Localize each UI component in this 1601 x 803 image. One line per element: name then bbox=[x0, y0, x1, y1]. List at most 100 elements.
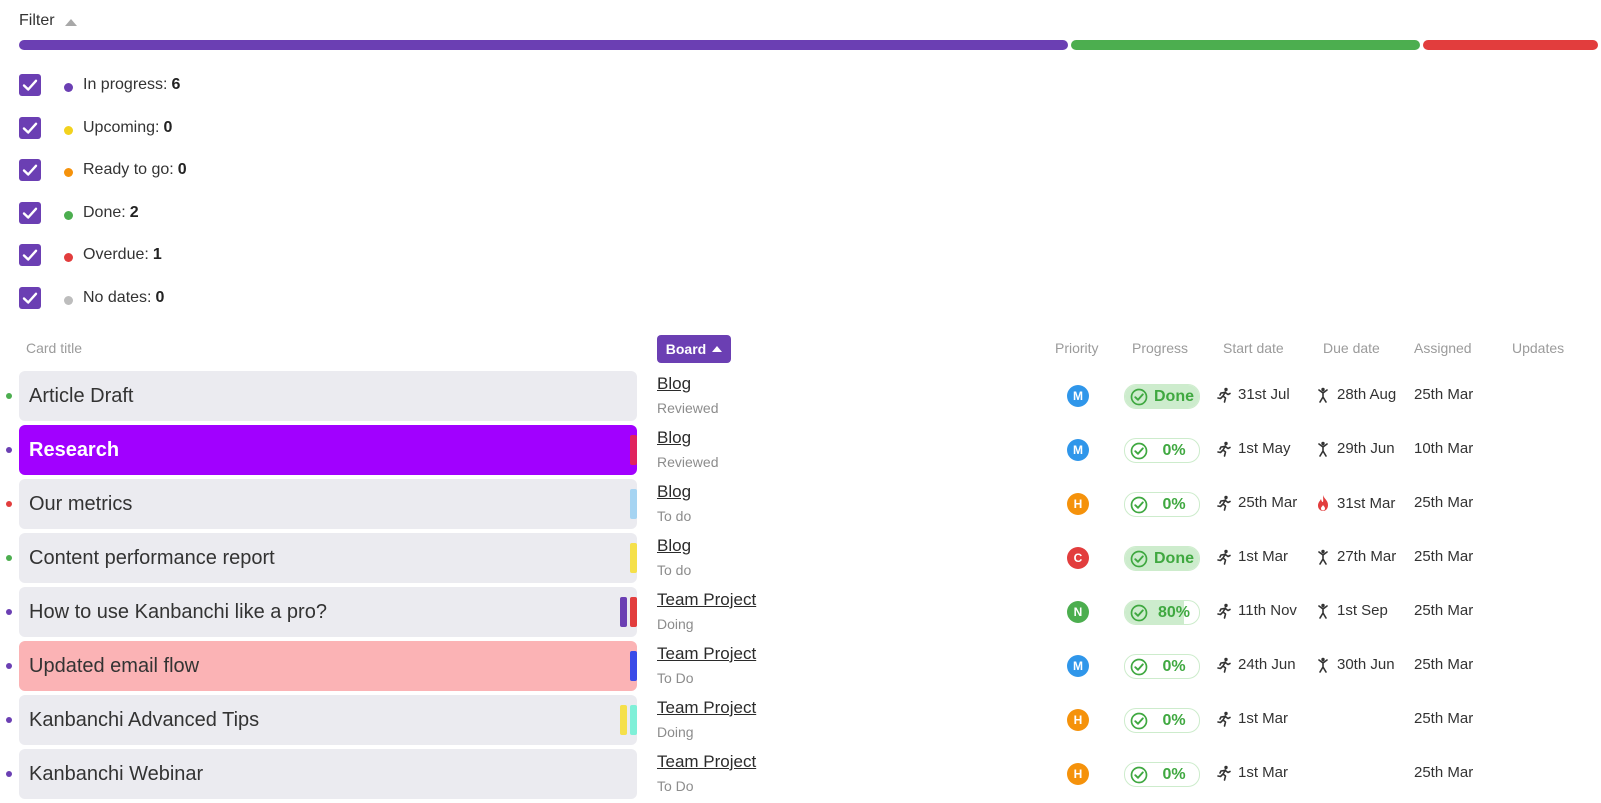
status-checkbox[interactable] bbox=[19, 116, 41, 139]
board-link[interactable]: Team Project bbox=[657, 752, 757, 771]
progress-value: Done bbox=[1154, 388, 1194, 405]
progress-pill[interactable]: 0% bbox=[1124, 762, 1200, 787]
card-title-cell[interactable]: Our metrics bbox=[19, 479, 637, 529]
table-row[interactable]: Research Blog Reviewed M 0% 1st May 29th Jun 10… bbox=[0, 423, 1601, 478]
header-assigned[interactable]: Assigned bbox=[1414, 340, 1472, 356]
header-progress[interactable]: Progress bbox=[1132, 340, 1189, 356]
start-date[interactable]: 1st Mar bbox=[1216, 764, 1288, 781]
priority-badge[interactable]: C bbox=[1067, 547, 1089, 569]
card-title-cell[interactable]: Article Draft bbox=[19, 371, 637, 421]
due-date[interactable]: 29th Jun bbox=[1315, 440, 1395, 457]
status-checkbox[interactable] bbox=[19, 286, 41, 309]
status-checkbox[interactable] bbox=[19, 74, 41, 96]
board-link[interactable]: Blog bbox=[657, 374, 692, 393]
table-row[interactable]: Kanbanchi Advanced Tips Team Project Doing… bbox=[0, 693, 1601, 748]
assigned-date: 25th Mar bbox=[1414, 494, 1474, 511]
table-row[interactable]: Our metrics Blog To do H 0% 25th Mar 31st Mar 2… bbox=[0, 477, 1601, 532]
board-link[interactable]: Team Project bbox=[657, 698, 757, 717]
board-link[interactable]: Team Project bbox=[657, 644, 757, 663]
priority-badge[interactable]: H bbox=[1067, 709, 1089, 731]
start-date[interactable]: 1st Mar bbox=[1216, 548, 1288, 565]
card-title-cell[interactable]: Kanbanchi Webinar bbox=[19, 749, 637, 799]
board-link[interactable]: Blog bbox=[657, 428, 692, 447]
status-checkbox[interactable] bbox=[19, 159, 41, 181]
card-title[interactable]: Research bbox=[29, 439, 120, 461]
runner-icon bbox=[1217, 603, 1231, 619]
card-title[interactable]: Kanbanchi Advanced Tips bbox=[29, 709, 260, 731]
status-label: Ready to go: bbox=[83, 161, 174, 178]
card-tag bbox=[620, 705, 627, 735]
card-title-cell[interactable]: How to use Kanbanchi like a pro? bbox=[19, 587, 637, 637]
card-title[interactable]: Updated email flow bbox=[29, 655, 200, 677]
row-status-dot bbox=[6, 609, 12, 615]
card-title[interactable]: Kanbanchi Webinar bbox=[29, 763, 204, 785]
status-checkbox[interactable] bbox=[19, 201, 41, 224]
card-title[interactable]: Article Draft bbox=[29, 385, 134, 407]
card-title[interactable]: Content performance report bbox=[29, 547, 275, 569]
filter-toggle[interactable]: Filter bbox=[19, 10, 77, 32]
start-date[interactable]: 31st Jul bbox=[1216, 386, 1290, 403]
status-count: 1 bbox=[152, 246, 162, 263]
due-date[interactable]: 28th Aug bbox=[1315, 386, 1396, 403]
progress-pill[interactable]: Done bbox=[1124, 384, 1200, 409]
due-date[interactable]: 31st Mar bbox=[1315, 494, 1395, 512]
board-list-name: To Do bbox=[657, 670, 694, 686]
card-title-cell[interactable]: Research bbox=[19, 425, 637, 475]
table-row[interactable]: Updated email flow Team Project To Do M 0% 24… bbox=[0, 639, 1601, 694]
progress-value: 0% bbox=[1162, 496, 1186, 513]
table-row[interactable]: Content performance report Blog To do C Done… bbox=[0, 531, 1601, 586]
header-card-title[interactable]: Card title bbox=[26, 340, 83, 356]
due-date[interactable]: 30th Jun bbox=[1315, 656, 1395, 673]
priority-badge[interactable]: M bbox=[1067, 655, 1089, 677]
status-filter-item: Done: 2 bbox=[19, 201, 187, 245]
runner-icon bbox=[1217, 711, 1231, 727]
card-title-cell[interactable]: Content performance report bbox=[19, 533, 637, 583]
card-title[interactable]: How to use Kanbanchi like a pro? bbox=[29, 601, 327, 623]
progress-pill[interactable]: 0% bbox=[1124, 708, 1200, 733]
priority-badge[interactable]: M bbox=[1067, 439, 1089, 461]
header-updates[interactable]: Updates bbox=[1512, 340, 1565, 356]
header-start-date[interactable]: Start date bbox=[1223, 340, 1284, 356]
header-priority[interactable]: Priority bbox=[1055, 340, 1099, 356]
priority-badge[interactable]: H bbox=[1067, 493, 1089, 515]
start-date[interactable]: 1st May bbox=[1216, 440, 1291, 457]
board-link[interactable]: Team Project bbox=[657, 590, 757, 609]
start-date[interactable]: 25th Mar bbox=[1216, 494, 1297, 511]
flag-icon bbox=[1318, 387, 1328, 403]
due-date-text: 29th Jun bbox=[1337, 440, 1395, 457]
check-circle-icon bbox=[1130, 604, 1148, 622]
board-link[interactable]: Blog bbox=[657, 536, 692, 555]
status-label: In progress: bbox=[83, 76, 168, 93]
progress-value: Done bbox=[1154, 550, 1194, 567]
priority-badge[interactable]: N bbox=[1067, 601, 1089, 623]
card-title-cell[interactable]: Kanbanchi Advanced Tips bbox=[19, 695, 637, 745]
progress-pill[interactable]: 80% bbox=[1124, 600, 1200, 625]
progress-pill[interactable]: Done bbox=[1124, 546, 1200, 571]
status-checkbox[interactable] bbox=[19, 244, 41, 266]
card-title[interactable]: Our metrics bbox=[29, 493, 133, 515]
card-tag bbox=[630, 489, 637, 519]
assigned-date: 25th Mar bbox=[1414, 386, 1474, 403]
progress-pill[interactable]: 0% bbox=[1124, 654, 1200, 679]
due-date[interactable]: 27th Mar bbox=[1315, 548, 1396, 565]
start-date[interactable]: 24th Jun bbox=[1216, 656, 1296, 673]
table-row[interactable]: Article Draft Blog Reviewed M Done 31st Jul 28… bbox=[0, 369, 1601, 424]
start-date-text: 24th Jun bbox=[1238, 656, 1296, 673]
start-date[interactable]: 11th Nov bbox=[1216, 602, 1297, 619]
start-date[interactable]: 1st Mar bbox=[1216, 710, 1288, 727]
due-date[interactable]: 1st Sep bbox=[1315, 602, 1388, 619]
due-date-text: 27th Mar bbox=[1337, 548, 1397, 565]
board-link[interactable]: Blog bbox=[657, 482, 692, 501]
sort-by-board-button[interactable]: Board bbox=[657, 335, 731, 363]
card-title-cell[interactable]: Updated email flow bbox=[19, 641, 637, 691]
start-date-text: 1st May bbox=[1238, 440, 1291, 457]
runner-icon bbox=[1217, 657, 1231, 673]
priority-badge[interactable]: M bbox=[1067, 385, 1089, 407]
priority-badge[interactable]: H bbox=[1067, 763, 1089, 785]
table-row[interactable]: How to use Kanbanchi like a pro? Team Pro… bbox=[0, 585, 1601, 640]
progress-pill[interactable]: 0% bbox=[1124, 438, 1200, 463]
header-due-date[interactable]: Due date bbox=[1323, 340, 1380, 356]
table-row[interactable]: Kanbanchi Webinar Team Project To Do H 0% 1st… bbox=[0, 747, 1601, 802]
header-board: Board bbox=[665, 341, 707, 357]
progress-pill[interactable]: 0% bbox=[1124, 492, 1200, 517]
